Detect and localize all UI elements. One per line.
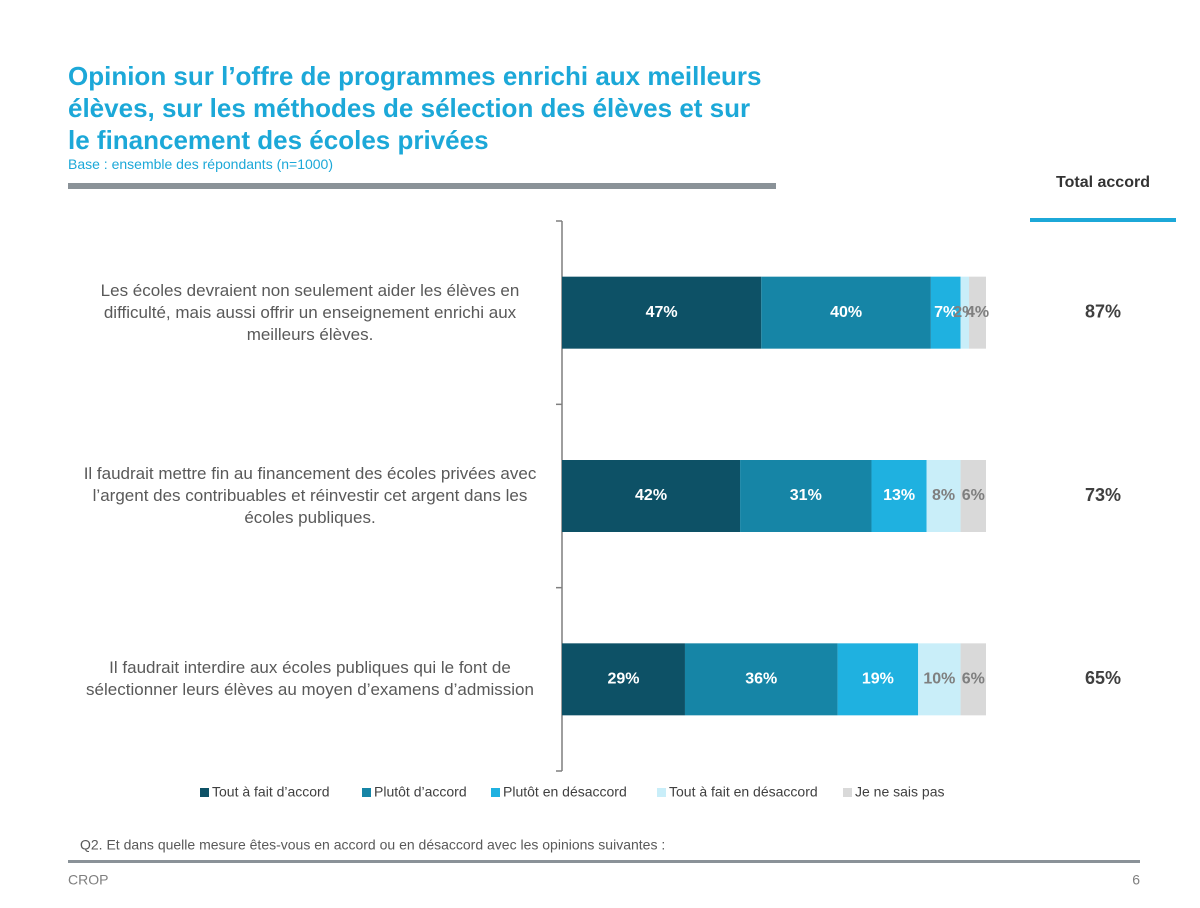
source: CROP	[68, 872, 108, 888]
data-label: 10%	[923, 671, 955, 688]
title-rule	[68, 183, 776, 189]
bar-segment	[930, 276, 961, 349]
data-label: 6%	[962, 487, 985, 504]
bar-segment	[562, 643, 685, 716]
legend-swatch	[362, 788, 371, 797]
legend-swatch	[200, 788, 209, 797]
category-label: Il faudrait interdire aux écoles publiqu…	[86, 658, 534, 700]
legend-label: Plutôt d’accord	[374, 784, 467, 800]
data-label: 36%	[745, 671, 777, 688]
data-label: 13%	[883, 487, 915, 504]
bar-segment	[960, 276, 970, 349]
data-label: 47%	[646, 304, 678, 321]
bar-segment	[918, 643, 961, 716]
category-label: Les écoles devraient non seulement aider…	[100, 280, 520, 344]
page-number: 6	[1132, 872, 1140, 888]
legend-label: Tout à fait d’accord	[212, 784, 330, 800]
data-label: 19%	[862, 671, 894, 688]
data-label: 42%	[635, 487, 667, 504]
bar-segment	[740, 460, 872, 532]
bar-segment	[761, 276, 931, 349]
bar-segment	[960, 643, 986, 716]
data-label: 6%	[962, 671, 985, 688]
total-label: 87%	[1085, 301, 1121, 321]
total-label: 73%	[1085, 485, 1121, 505]
bar-segment	[684, 643, 838, 716]
total-label: 65%	[1085, 668, 1121, 688]
footer-rule	[68, 860, 1140, 863]
bar-segment	[969, 276, 986, 349]
data-label: 7%	[934, 304, 957, 321]
subtitle: Base : ensemble des répondants (n=1000)	[68, 156, 334, 172]
category-label: Il faudrait mettre fin au financement de…	[83, 464, 537, 527]
data-label: 4%	[966, 304, 989, 321]
legend-label: Tout à fait en désaccord	[669, 784, 818, 800]
legend-swatch	[657, 788, 666, 797]
totals-rule	[1030, 218, 1176, 222]
data-label: 31%	[790, 487, 822, 504]
bar-segment	[562, 276, 762, 349]
bar-segment	[871, 460, 927, 532]
bar-segment	[562, 460, 741, 532]
legend-label: Plutôt en désaccord	[503, 784, 627, 800]
bar-segment	[837, 643, 919, 716]
legend-swatch	[843, 788, 852, 797]
legend-swatch	[491, 788, 500, 797]
footnote: Q2. Et dans quelle mesure êtes-vous en a…	[80, 837, 665, 853]
bar-segment	[926, 460, 961, 532]
data-label: 8%	[932, 487, 955, 504]
bar-segment	[960, 460, 986, 532]
data-label: 40%	[830, 304, 862, 321]
data-label: 29%	[607, 671, 639, 688]
legend-label: Je ne sais pas	[855, 784, 945, 800]
totals-title: Total accord	[1056, 174, 1150, 191]
title: Opinion sur l’offre de programmes enrich…	[68, 61, 762, 155]
